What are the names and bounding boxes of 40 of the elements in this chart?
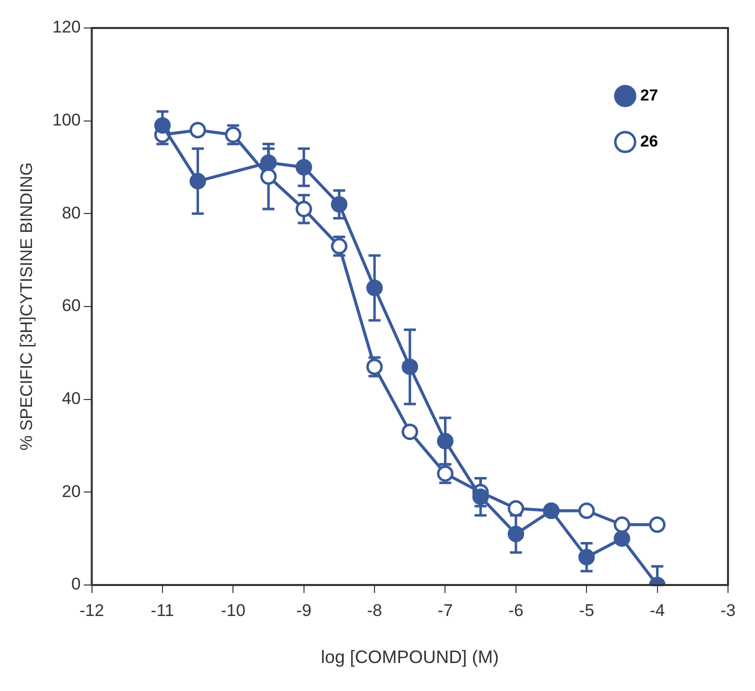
y-tick-label: 40: [62, 389, 81, 408]
legend-label: 26: [640, 133, 658, 150]
y-tick-label: 80: [62, 203, 81, 222]
x-tick-label: -6: [508, 600, 524, 620]
x-tick-label: -12: [79, 600, 104, 620]
point: [649, 516, 666, 533]
x-tick-label: -4: [650, 600, 665, 620]
y-tick-label: 100: [52, 110, 81, 130]
point: [508, 526, 524, 542]
point: [154, 117, 171, 134]
y-tick-label: 60: [62, 296, 81, 316]
y-tick-label: 120: [52, 18, 81, 37]
point: [296, 200, 312, 218]
x-tick-label: -10: [220, 600, 246, 620]
point: [366, 280, 383, 296]
y-axis-title: % SPECIFIC [3H]CYTISINE BINDING: [16, 162, 36, 451]
x-axis-title: log [COMPOUND] (M): [320, 647, 499, 668]
point: [402, 358, 418, 376]
x-tick-label: -9: [296, 600, 312, 620]
y-tick-label: 20: [62, 482, 81, 501]
point: [436, 432, 454, 450]
point: [260, 168, 277, 185]
point: [260, 154, 277, 171]
point: [330, 196, 348, 213]
point: [614, 530, 630, 547]
point: [190, 122, 206, 138]
legend-label: 27: [640, 87, 658, 104]
x-tick-label: -7: [438, 600, 453, 620]
point: [296, 159, 312, 176]
x-tick-label: -11: [150, 600, 174, 620]
point: [578, 502, 595, 519]
point: [402, 424, 418, 440]
x-tick-label: -8: [366, 600, 382, 620]
point: [578, 548, 595, 566]
point: [472, 488, 489, 506]
point: [614, 516, 630, 533]
x-tick-label: -3: [720, 600, 736, 620]
point: [190, 172, 206, 190]
x-tick-label: -5: [579, 600, 594, 620]
y-tick-label: 0: [71, 574, 81, 594]
